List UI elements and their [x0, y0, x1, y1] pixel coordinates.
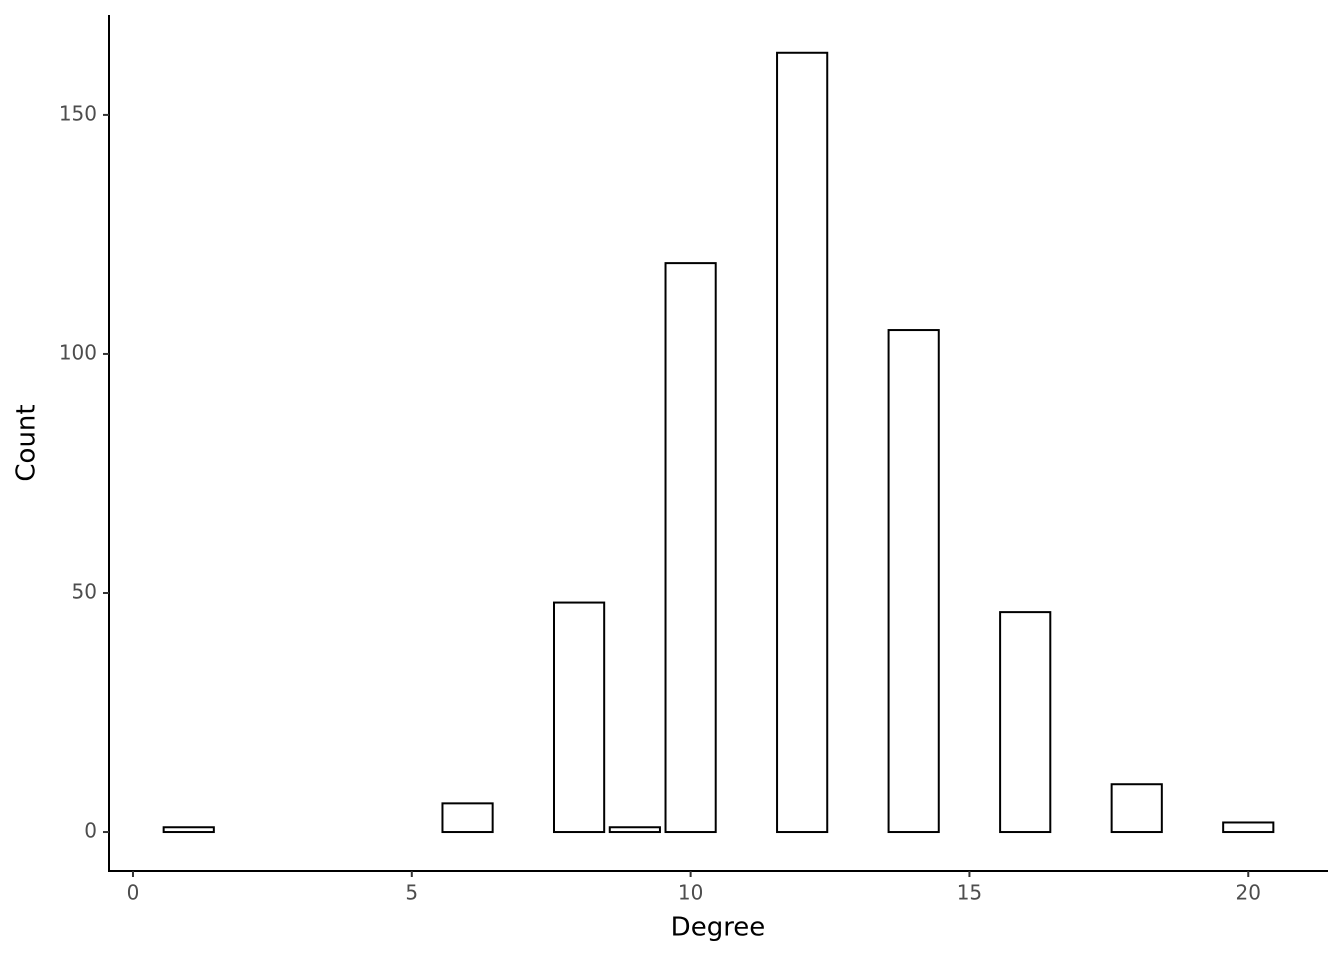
x-tick-label: 10 — [678, 881, 703, 905]
bar — [776, 51, 829, 834]
bar — [664, 262, 717, 834]
bar — [1110, 783, 1163, 834]
x-tick-label: 0 — [127, 881, 140, 905]
x-tick-label: 20 — [1236, 881, 1261, 905]
bar — [552, 601, 606, 834]
bar — [887, 329, 940, 834]
bar — [999, 611, 1052, 834]
bar — [1222, 821, 1275, 834]
x-axis-title: Degree — [671, 913, 766, 943]
x-tick-label: 5 — [405, 881, 418, 905]
bar — [441, 802, 494, 834]
y-tick-label: 50 — [72, 579, 97, 603]
y-tick-label: 150 — [59, 101, 97, 125]
bar — [162, 826, 215, 834]
y-axis-title: Count — [12, 404, 42, 481]
x-tick-label: 15 — [957, 881, 982, 905]
bar — [608, 826, 661, 834]
y-tick-label: 0 — [84, 819, 97, 843]
y-tick-label: 100 — [59, 340, 97, 364]
